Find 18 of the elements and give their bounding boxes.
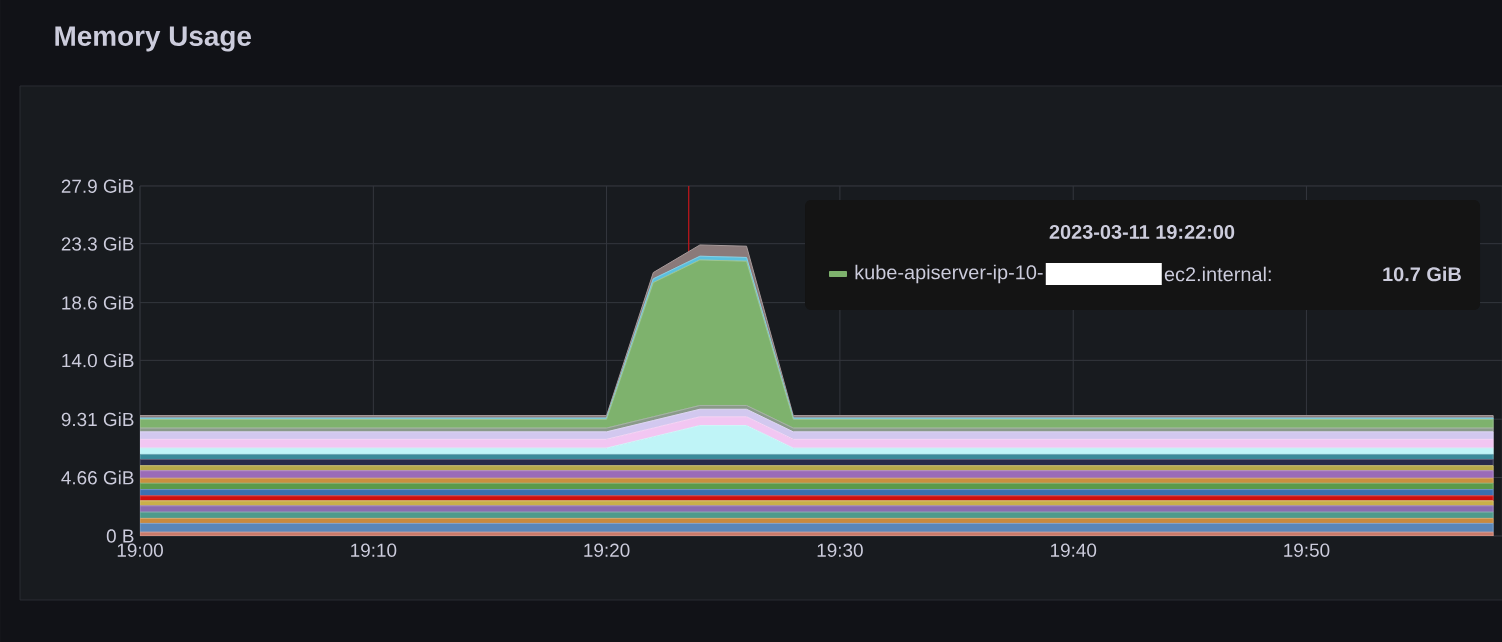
x-tick-label: 19:20 <box>584 543 630 557</box>
x-tick-label: 19:30 <box>817 543 863 557</box>
chart-title: Memory Usage <box>55 26 251 52</box>
y-tick-label: 23.3 GiB <box>61 236 134 251</box>
y-tick-label: 27.9 GiB <box>61 179 134 193</box>
y-tick-label: 18.6 GiB <box>62 295 134 310</box>
y-tick-label: 4.66 GiB <box>61 470 134 485</box>
x-tick-label: 19:40 <box>1050 543 1097 557</box>
y-tick-label: 9.31 GiB <box>61 412 134 427</box>
x-tick-label: 19:00 <box>117 543 163 557</box>
annotation: ec2.internal: <box>1164 266 1271 282</box>
legend-title: 2023-03-11 19:22:00 <box>1049 224 1235 240</box>
x-tick-label: 19:50 <box>1284 543 1330 557</box>
y-tick-label: 0 B <box>106 529 134 543</box>
annotation: 10.7 GiB <box>1383 266 1461 282</box>
legend-label: kube-apiserver-ip-10- <box>855 264 1043 284</box>
x-tick-label: 19:10 <box>351 543 397 557</box>
y-tick-label: 14.0 GiB <box>62 353 134 368</box>
